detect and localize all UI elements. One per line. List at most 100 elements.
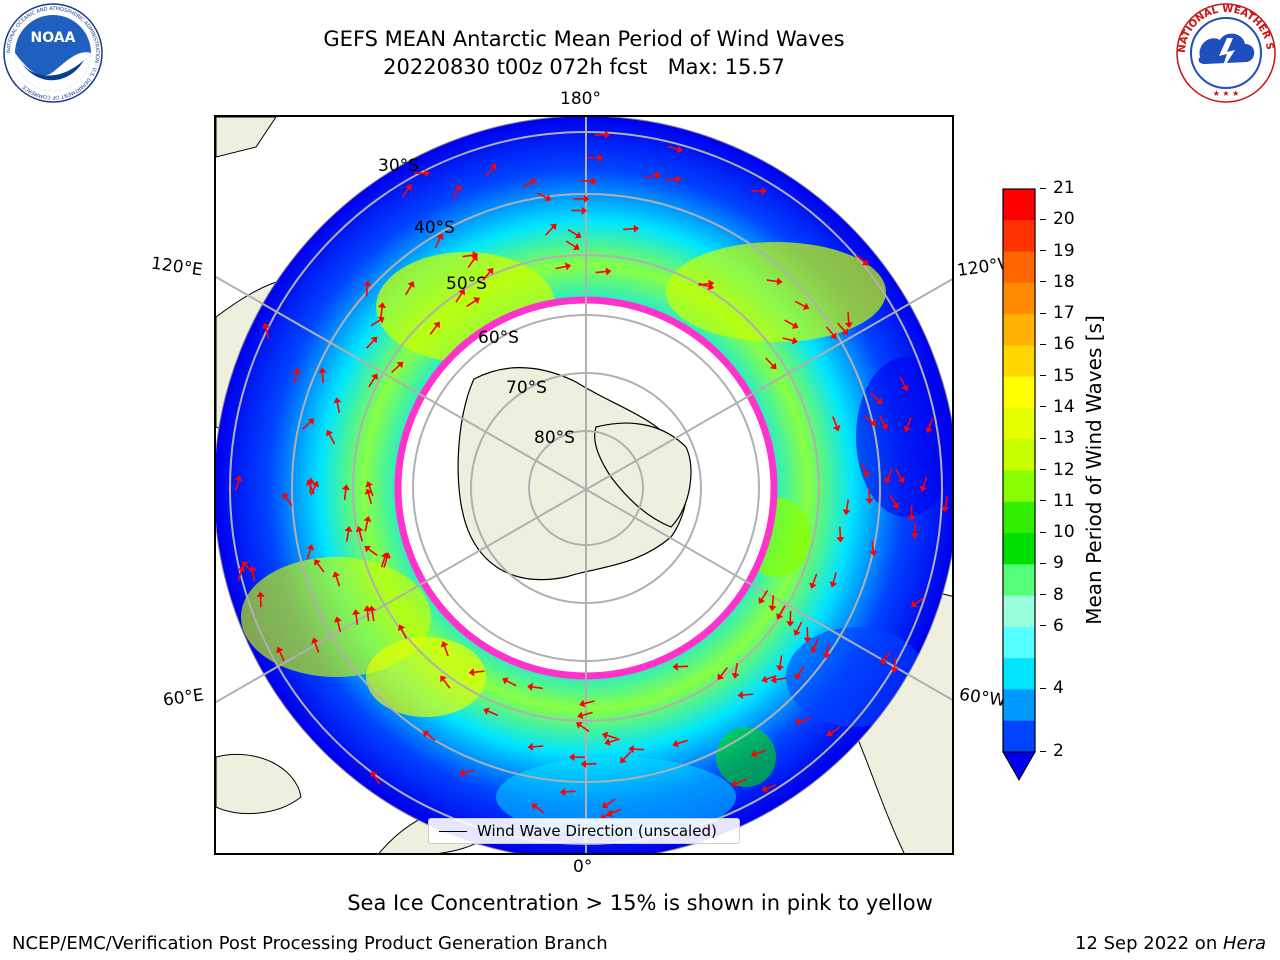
- wind-arrow: [368, 485, 374, 497]
- wind-arrow: [871, 540, 875, 552]
- wind-arrow-head: [786, 621, 795, 627]
- colorbar-tick: 4: [1040, 678, 1064, 698]
- wind-arrow: [623, 227, 635, 231]
- wind-arrow: [429, 324, 438, 335]
- wind-arrow-head: [458, 288, 466, 296]
- wind-arrow-head: [424, 169, 431, 178]
- wind-arrow: [473, 670, 485, 674]
- colorbar-segment: [1003, 314, 1035, 346]
- colorbar-segment: [1003, 189, 1035, 221]
- wind-arrow: [813, 638, 819, 649]
- wind-arrow-head: [454, 184, 462, 192]
- footer-date-text: 12 Sep 2022 on: [1075, 933, 1223, 954]
- wind-arrow: [365, 285, 369, 297]
- wind-arrow: [365, 339, 375, 349]
- wind-arrow-head: [489, 163, 497, 171]
- colorbar-tick: 13: [1040, 428, 1075, 448]
- wind-arrow-head: [344, 526, 353, 532]
- wind-arrow: [860, 462, 867, 474]
- wind-arrow: [380, 306, 383, 319]
- wind-arrow-head: [731, 779, 738, 788]
- wind-arrow-head: [341, 484, 350, 491]
- wind-arrow: [863, 415, 874, 424]
- wind-arrow-head: [371, 373, 378, 381]
- wind-arrow-head: [569, 753, 575, 762]
- wind-arrow-head: [731, 672, 740, 679]
- wind-arrow: [797, 665, 805, 676]
- wind-arrow: [883, 651, 892, 662]
- wind-arrow: [595, 270, 607, 274]
- colorbar-tick: 12: [1040, 460, 1075, 480]
- legend-line-icon: [439, 831, 467, 832]
- wind-arrow: [622, 751, 632, 761]
- wind-arrow-head: [862, 470, 870, 478]
- wind-arrow: [564, 790, 576, 793]
- wind-arrow: [383, 556, 388, 568]
- wind-arrow-head: [841, 328, 849, 335]
- wind-arrow: [309, 482, 312, 494]
- wind-arrow-head: [803, 637, 812, 644]
- wind-arrow-head: [577, 711, 584, 720]
- wind-arrow-head: [761, 187, 767, 195]
- wind-arrow-head: [770, 675, 777, 684]
- wind-arrow: [594, 133, 606, 136]
- wind-arrow: [443, 645, 449, 657]
- wind-arrow-head: [363, 280, 372, 287]
- wind-arrow-head: [591, 177, 597, 186]
- wind-arrow: [235, 479, 240, 491]
- latitude-labels: 30°S 40°S 50°S 60°S 70°S 80°S: [378, 156, 575, 448]
- wind-arrow-head: [544, 194, 552, 202]
- wind-arrow: [306, 548, 312, 560]
- wind-arrow: [825, 642, 830, 655]
- nws-logo: NATIONAL WEATHER SERVICE ★ ★ ★: [1175, 2, 1276, 103]
- wind-arrow-head: [601, 801, 609, 809]
- wind-arrow-head: [332, 571, 341, 578]
- colorbar-label: Mean Period of Wind Waves [s]: [1082, 315, 1106, 625]
- colorbar-segment: [1003, 595, 1035, 628]
- wind-arrow-head: [919, 485, 928, 492]
- wind-arrow-head: [830, 332, 837, 339]
- wind-arrow: [812, 573, 818, 585]
- lat-label-30: 30°S: [378, 156, 419, 176]
- wind-arrow: [832, 572, 837, 584]
- wind-arrow-head: [891, 502, 899, 509]
- wind-arrow-head: [276, 646, 284, 654]
- wind-arrow-head: [364, 545, 371, 553]
- wind-arrow: [839, 526, 842, 538]
- wind-arrow-head: [901, 384, 909, 392]
- colorbar: [1002, 188, 1036, 782]
- wind-arrow: [335, 575, 341, 587]
- wind-arrow-head: [581, 206, 588, 215]
- colorbar-segment: [1003, 407, 1035, 440]
- wind-arrow-head: [422, 731, 430, 738]
- colorbar-segment: [1003, 658, 1035, 690]
- wind-arrow: [534, 805, 545, 814]
- wind-arrow-head: [365, 481, 374, 488]
- sea-ice-note: Sea Ice Concentration > 15% is shown in …: [347, 891, 933, 915]
- wind-arrow-head: [869, 550, 878, 557]
- footer-host: Hera: [1222, 933, 1266, 954]
- wind-arrow: [868, 488, 871, 500]
- wind-arrow: [237, 570, 243, 582]
- wind-arrow-head: [910, 600, 918, 608]
- colorbar-tick: 6: [1040, 616, 1064, 636]
- wind-arrow-head: [832, 424, 841, 432]
- svg-text:NOAA: NOAA: [31, 30, 76, 46]
- wind-arrow-head: [881, 657, 888, 665]
- wind-arrow: [367, 548, 378, 556]
- wind-arrow: [698, 282, 710, 288]
- wind-arrow: [895, 469, 903, 480]
- wind-arrow-head: [897, 476, 905, 483]
- wind-arrow-head: [306, 477, 315, 483]
- wind-arrow: [391, 364, 401, 373]
- wind-arrow: [825, 326, 835, 336]
- wind-arrow: [462, 254, 474, 258]
- wind-arrow: [463, 769, 475, 774]
- colorbar-segment: [1003, 220, 1035, 253]
- wind-arrow-head: [262, 322, 270, 329]
- wind-arrow-head: [601, 731, 609, 740]
- colorbar-segment: [1003, 439, 1035, 471]
- wind-arrow: [605, 798, 616, 806]
- wind-arrow-head: [776, 665, 784, 672]
- wind-arrow-head: [717, 673, 725, 681]
